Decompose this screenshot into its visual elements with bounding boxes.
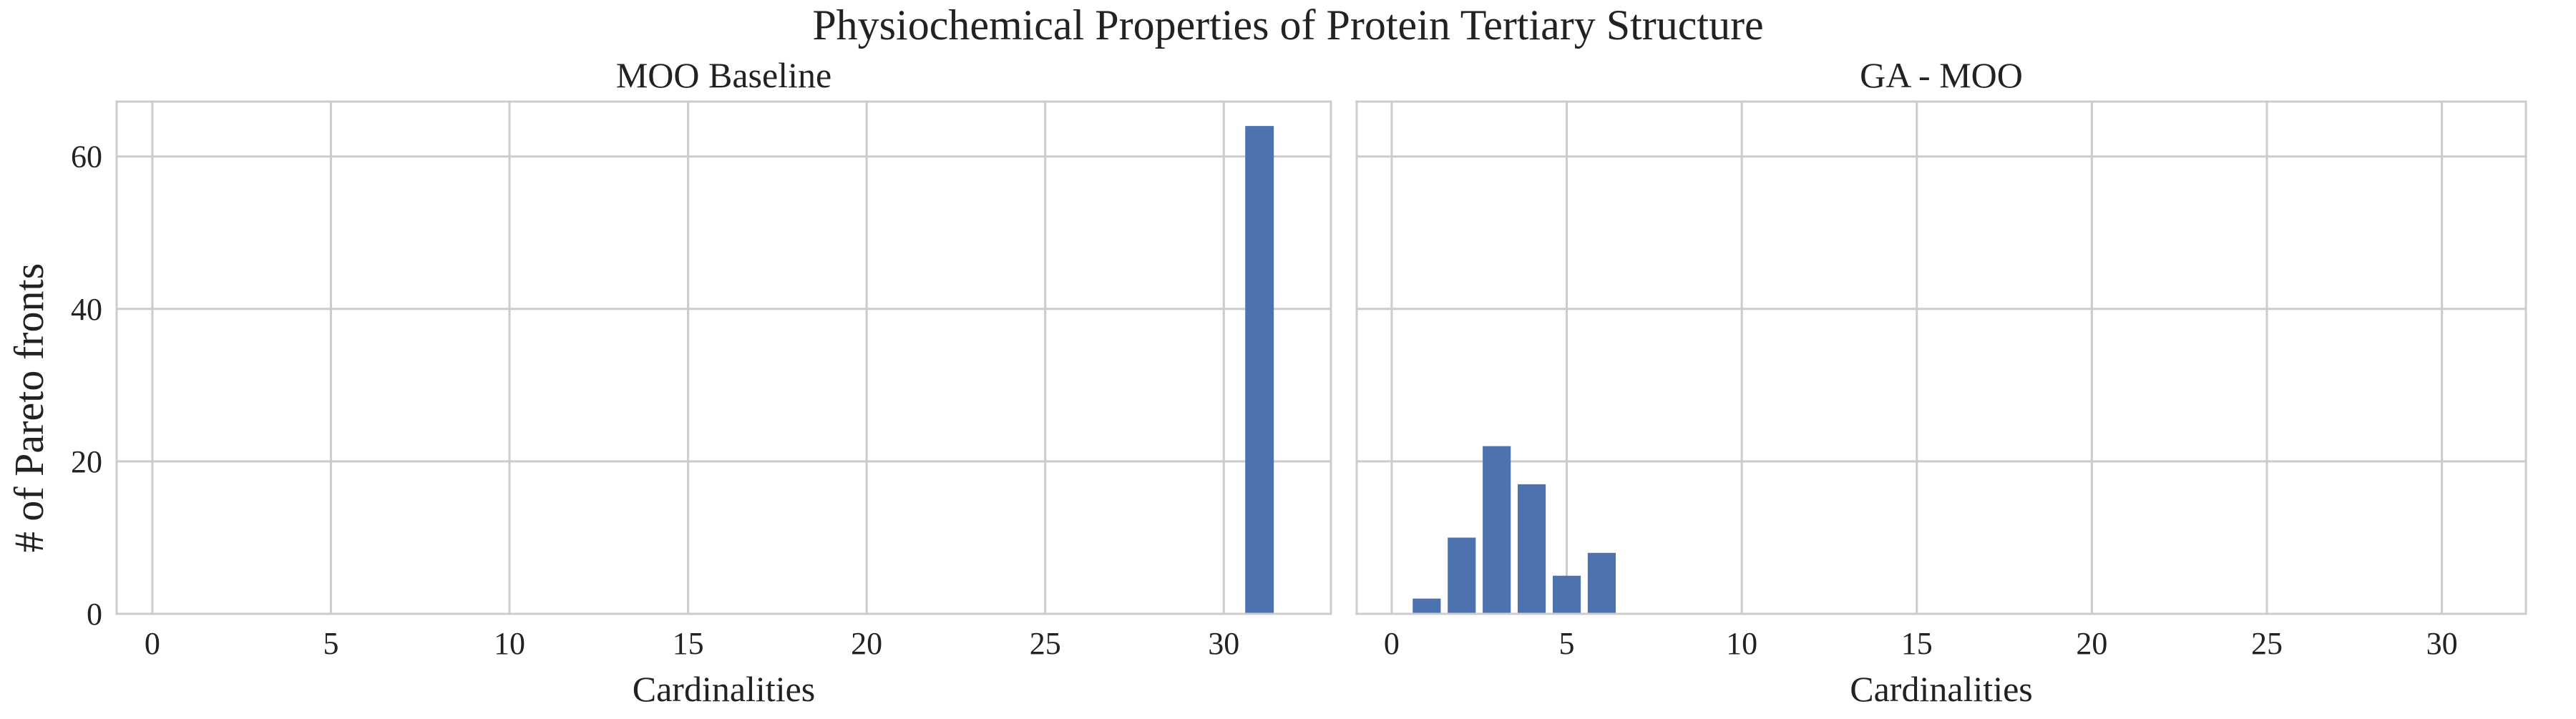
panel-title: GA - MOO [1860, 55, 2023, 95]
bar [1552, 575, 1581, 614]
bar [1245, 126, 1274, 615]
x-tick-label: 30 [2426, 626, 2458, 661]
panel-1: MOO Baseline 0 5 10 15 20 25 30 0 20 40 60 Cardinali… [71, 55, 1332, 709]
bar [1587, 552, 1616, 614]
x-tick-label: 5 [323, 626, 338, 661]
y-tick-label: 0 [87, 597, 102, 632]
x-tick-label: 10 [1726, 626, 1757, 661]
x-tick-label: 20 [2076, 626, 2107, 661]
y-tick-label: 40 [71, 292, 102, 327]
y-tick-label: 20 [71, 444, 102, 479]
bar [1518, 484, 1546, 614]
y-axis-label: # of Pareto fronts [6, 263, 52, 552]
axes-frame [115, 100, 1332, 615]
x-tick-label: 15 [1901, 626, 1933, 661]
x-tick-label: 0 [1384, 626, 1400, 661]
x-tick-label: 30 [1208, 626, 1239, 661]
axes-frame [1355, 100, 2527, 615]
bar [1413, 598, 1441, 614]
x-axis-label: Cardinalities [633, 669, 816, 709]
x-tick-label: 20 [851, 626, 882, 661]
y-tick-label: 60 [71, 140, 102, 175]
x-axis-label: Cardinalities [1850, 669, 2033, 709]
panel-2: GA - MOO 0 5 10 15 20 25 30 Cardinalities [1355, 55, 2527, 709]
x-tick-label: 10 [494, 626, 525, 661]
x-tick-label: 15 [673, 626, 704, 661]
x-tick-label: 0 [145, 626, 160, 661]
bar [1483, 446, 1511, 614]
x-tick-label: 25 [2251, 626, 2283, 661]
figure-title: Physiochemical Properties of Protein Ter… [812, 1, 1763, 49]
panel-title: MOO Baseline [616, 55, 831, 95]
bar [1448, 537, 1476, 614]
x-tick-label: 25 [1030, 626, 1061, 661]
x-tick-label: 5 [1559, 626, 1575, 661]
